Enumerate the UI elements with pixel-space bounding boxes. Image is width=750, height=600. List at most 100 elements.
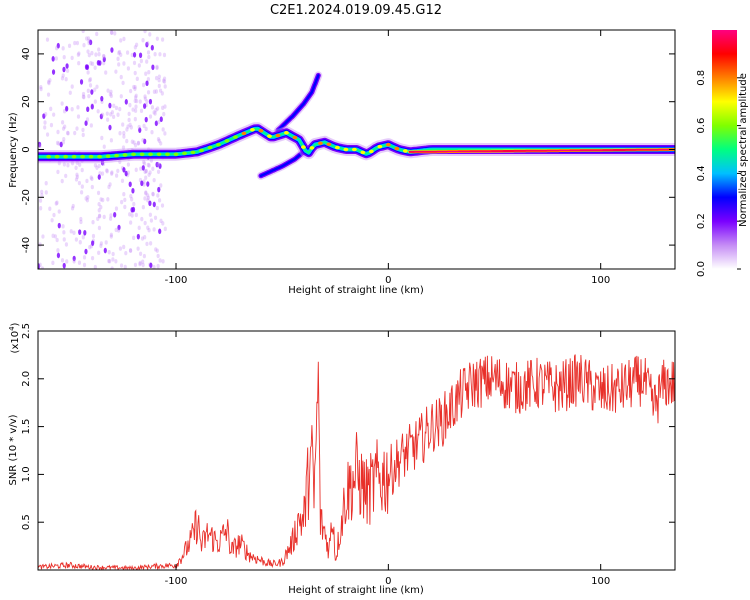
spectrogram-noise-point (42, 113, 46, 119)
spectrogram-noise-point (156, 162, 160, 167)
spectrogram-noise-point (80, 184, 84, 189)
spectrogram-noise-point (109, 89, 113, 95)
spectrogram-noise-point (141, 262, 145, 268)
spectrogram-noise-point (132, 201, 136, 207)
spectrogram-y-tick-label: 40 (21, 48, 32, 61)
spectrogram-noise-point (132, 84, 136, 90)
snr-x-label: Height of straight line (km) (288, 585, 424, 596)
spectrogram-noise-point (143, 103, 147, 109)
snr-x-tick-label: 100 (591, 576, 610, 587)
spectrogram-noise-point (156, 253, 160, 259)
spectrogram-noise-point (79, 219, 83, 225)
spectrogram-noise-point (122, 134, 126, 139)
spectrogram-noise-point (151, 191, 155, 197)
spectrogram-noise-point (130, 197, 134, 202)
spectrogram-noise-point (123, 197, 127, 203)
spectrogram-noise-point (108, 92, 112, 97)
spectrogram-noise-point (89, 61, 93, 66)
spectrogram-noise-point (145, 59, 149, 64)
spectrogram-noise-point (144, 190, 148, 195)
spectrogram-noise-point (113, 211, 117, 218)
spectrogram-noise-point (100, 95, 104, 102)
spectrogram-noise-point (52, 212, 56, 218)
spectrogram-noise-point (163, 226, 167, 232)
spectrogram-ridge-blob (131, 152, 136, 157)
spectrogram-noise-point (117, 228, 121, 233)
colorbar-gradient (712, 30, 737, 269)
spectrogram-noise-point (127, 117, 131, 123)
spectrogram-panel: -100 0 100 -40 -20 0 20 40 Height of straight l… (8, 29, 676, 296)
spectrogram-noise-point (48, 78, 52, 83)
spectrogram-noise-point (62, 237, 66, 242)
spectrogram-noise-point (99, 205, 103, 210)
spectrogram-ridge-blob (148, 152, 153, 157)
spectrogram-noise-point (126, 162, 130, 167)
colorbar-tick-label: 0.2 (696, 213, 707, 229)
spectrogram-noise-point (106, 117, 110, 122)
spectrogram-ridge-blob (88, 154, 94, 159)
spectrogram-ridge-blob (80, 154, 85, 159)
spectrogram-noise-point (76, 105, 80, 110)
spectrogram-noise-point (38, 198, 43, 203)
spectrogram-ridge-blob (334, 145, 340, 150)
spectrogram-noise-point (159, 141, 163, 146)
spectrogram-noise-point (91, 219, 95, 225)
spectrogram-noise-point (88, 244, 92, 250)
spectrogram-noise-point (110, 170, 114, 175)
spectrogram-noise-point (44, 112, 48, 117)
spectrogram-noise-point (74, 237, 78, 242)
spectrogram-noise-point (62, 230, 66, 235)
spectrogram-noise-point (89, 175, 93, 180)
spectrogram-x-label: Height of straight line (km) (288, 285, 424, 296)
spectrogram-noise-point (129, 88, 133, 94)
spectrogram-noise-point (151, 192, 155, 197)
spectrogram-noise-point (102, 144, 106, 149)
spectrogram-noise-point (126, 66, 131, 71)
spectrogram-noise-point (156, 106, 160, 111)
spectrogram-noise-point (114, 259, 118, 264)
spectrogram-noise-point (39, 206, 43, 211)
spectrogram-ridge-blob (377, 144, 383, 149)
spectrogram-ridge-blob (156, 152, 162, 157)
spectrogram-noise-point (145, 99, 149, 104)
spectrogram-noise-point (152, 227, 156, 232)
spectrogram-noise-point (153, 52, 157, 57)
spectrogram-noise-point (143, 235, 147, 240)
spectrogram-noise-point (115, 173, 119, 178)
spectrogram-noise-point (160, 37, 165, 42)
spectrogram-noise-point (144, 169, 148, 174)
spectrogram-noise-point (150, 130, 154, 135)
spectrogram-noise-point (117, 49, 122, 55)
spectrogram-noise-point (137, 124, 141, 130)
spectrogram-noise-point (125, 127, 129, 132)
spectrogram-noise-point (155, 65, 159, 71)
spectrogram-noise-point (123, 264, 127, 269)
spectrogram-noise-point (134, 104, 138, 109)
spectrogram-noise-point (110, 171, 114, 176)
spectrogram-noise-point (157, 78, 161, 83)
spectrogram-ridge-blob (267, 134, 272, 138)
spectrogram-noise-point (140, 216, 144, 222)
spectrogram-noise-point (157, 83, 161, 89)
spectrogram-noise-point (121, 145, 126, 150)
spectrogram-noise-point (134, 93, 138, 98)
spectrogram-y-tick-label: 20 (21, 95, 32, 108)
spectrogram-noise-point (72, 230, 76, 236)
spectrogram-ridge-blob (233, 135, 238, 139)
snr-y-label: SNR (10 * v/v) (8, 414, 19, 485)
spectrogram-noise-point (98, 214, 102, 219)
spectrogram-noise-point (117, 224, 121, 231)
spectrogram-noise-point (129, 125, 133, 130)
spectrogram-noise-point (77, 51, 81, 56)
spectrogram-noise-point (79, 79, 84, 85)
spectrogram-noise-point (64, 77, 68, 82)
spectrogram-noise-point (84, 196, 88, 201)
spectrogram-noise-point (146, 198, 150, 203)
spectrogram-noise-point (130, 213, 134, 218)
spectrogram-noise-point (127, 111, 131, 117)
spectrogram-noise-point (153, 111, 157, 116)
figure-title: C2E1.2024.019.09.45.G12 (270, 3, 442, 18)
spectrogram-noise-point (143, 220, 147, 226)
spectrogram-ridge-blob (63, 154, 69, 159)
spectrogram-noise-point (61, 224, 65, 229)
